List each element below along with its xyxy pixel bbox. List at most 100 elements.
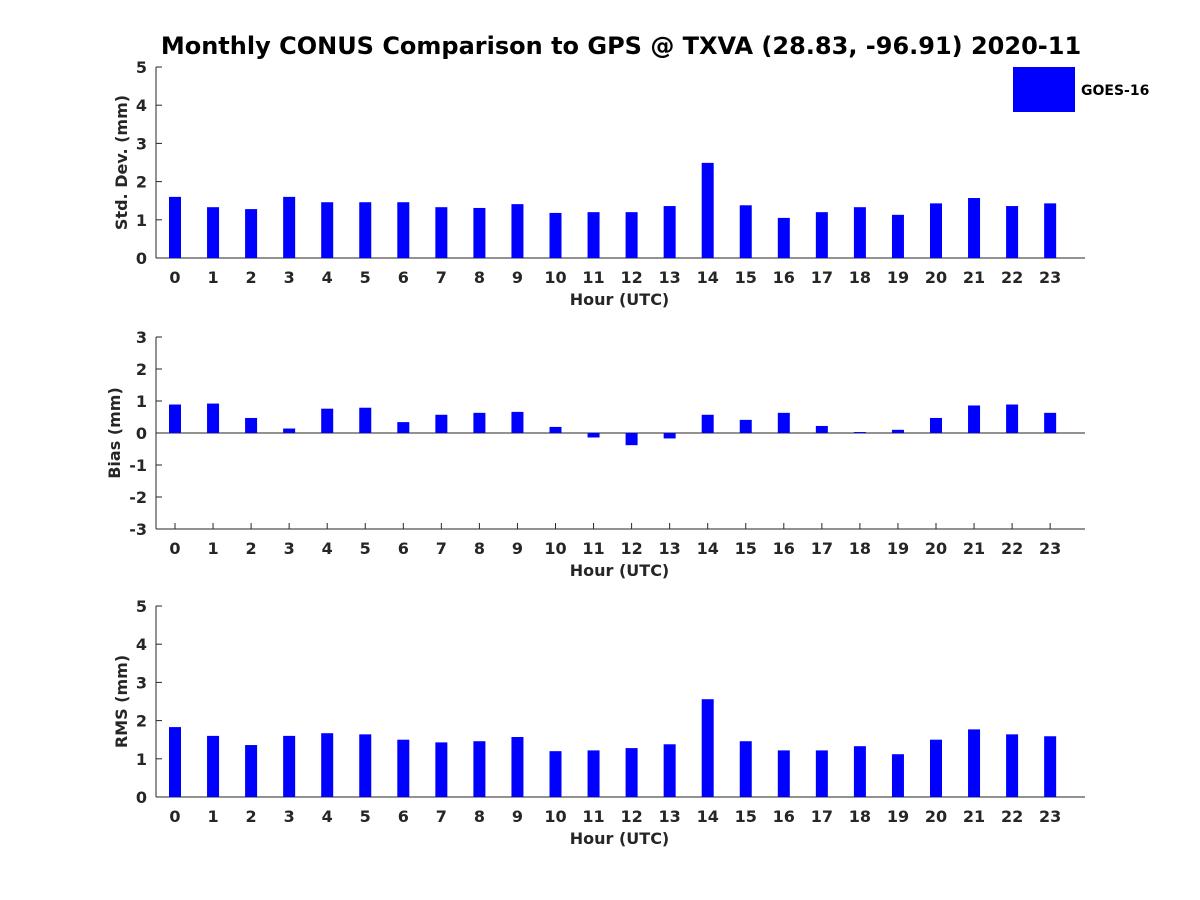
bar [435,742,448,797]
y-tick-label: 1 [136,750,147,769]
y-tick-label: 4 [136,96,147,115]
bar [435,414,448,433]
x-tick-label: 14 [697,268,719,287]
bar [473,412,486,433]
bar [283,735,296,797]
x-tick-label: 19 [887,268,909,287]
bar [283,196,296,258]
bar [930,739,942,797]
bar [1006,734,1019,797]
y-tick-label: -3 [129,520,147,539]
y-tick-label: 0 [136,788,147,807]
x-tick-label: 18 [849,268,871,287]
x-tick-label: 22 [1001,268,1023,287]
bar [777,750,790,797]
x-tick-label: 14 [697,807,719,826]
y-tick-label: 2 [136,712,147,731]
x-tick-label: 4 [322,807,333,826]
x-tick-label: 13 [659,539,681,558]
x-tick-label: 21 [963,268,985,287]
bar [397,202,410,258]
y-tick-label: 3 [136,673,147,692]
bar [968,729,981,797]
x-tick-label: 15 [735,807,757,826]
bar [701,162,714,258]
bar [169,727,181,797]
x-tick-label: 6 [398,807,409,826]
y-tick-label: 0 [136,424,147,443]
y-tick-label: 3 [136,328,147,347]
x-tick-label: 12 [620,268,642,287]
x-tick-label: 0 [169,539,180,558]
x-tick-label: 11 [582,539,604,558]
x-tick-label: 20 [925,539,947,558]
bar [701,414,714,433]
bar [701,699,714,797]
bar [473,207,486,258]
bar [359,407,372,433]
bar [207,403,220,433]
bar [587,750,600,797]
x-tick-label: 2 [246,268,257,287]
x-tick-label: 4 [322,268,333,287]
bar [435,207,448,258]
bar [815,750,828,797]
x-tick-label: 3 [284,268,295,287]
x-tick-label: 15 [735,539,757,558]
x-tick-label: 17 [811,807,833,826]
x-tick-label: 5 [360,807,371,826]
y-tick-label: 5 [136,597,147,616]
x-tick-label: 12 [620,807,642,826]
bar [930,203,942,258]
bar [587,433,600,438]
bar [625,433,638,446]
bar [549,426,562,433]
bar [663,433,676,439]
x-axis-label: Hour (UTC) [570,829,670,848]
x-tick-label: 6 [398,268,409,287]
x-tick-label: 22 [1001,807,1023,826]
y-tick-label: 2 [136,360,147,379]
bar [511,411,524,433]
bar [245,745,258,797]
bar [397,739,410,797]
x-tick-label: 10 [544,268,566,287]
bar [1044,203,1057,258]
bar [1006,206,1019,258]
bar [359,734,372,797]
x-tick-label: 8 [474,268,485,287]
y-tick-label: 1 [136,211,147,230]
x-tick-label: 19 [887,807,909,826]
bar [739,741,752,797]
x-tick-label: 23 [1039,268,1061,287]
bar [511,204,524,258]
y-tick-label: 5 [136,58,147,77]
y-tick-label: 3 [136,134,147,153]
bar [283,428,296,433]
y-tick-label: -1 [129,456,147,475]
x-tick-label: 15 [735,268,757,287]
x-tick-label: 21 [963,539,985,558]
x-tick-label: 0 [169,268,180,287]
x-tick-label: 2 [246,807,257,826]
y-axis-label: Std. Dev. (mm) [112,95,131,230]
x-tick-label: 10 [544,807,566,826]
x-tick-label: 14 [697,539,719,558]
x-tick-label: 6 [398,539,409,558]
x-tick-label: 19 [887,539,909,558]
x-tick-label: 1 [207,268,218,287]
y-tick-label: -2 [129,488,147,507]
x-tick-label: 11 [582,807,604,826]
bar [930,417,942,433]
x-tick-label: 10 [544,539,566,558]
x-tick-label: 5 [360,539,371,558]
x-tick-label: 1 [207,539,218,558]
figure-title: Monthly CONUS Comparison to GPS @ TXVA (… [161,32,1081,60]
y-tick-label: 0 [136,249,147,268]
y-tick-label: 4 [136,635,147,654]
bar [169,404,181,433]
